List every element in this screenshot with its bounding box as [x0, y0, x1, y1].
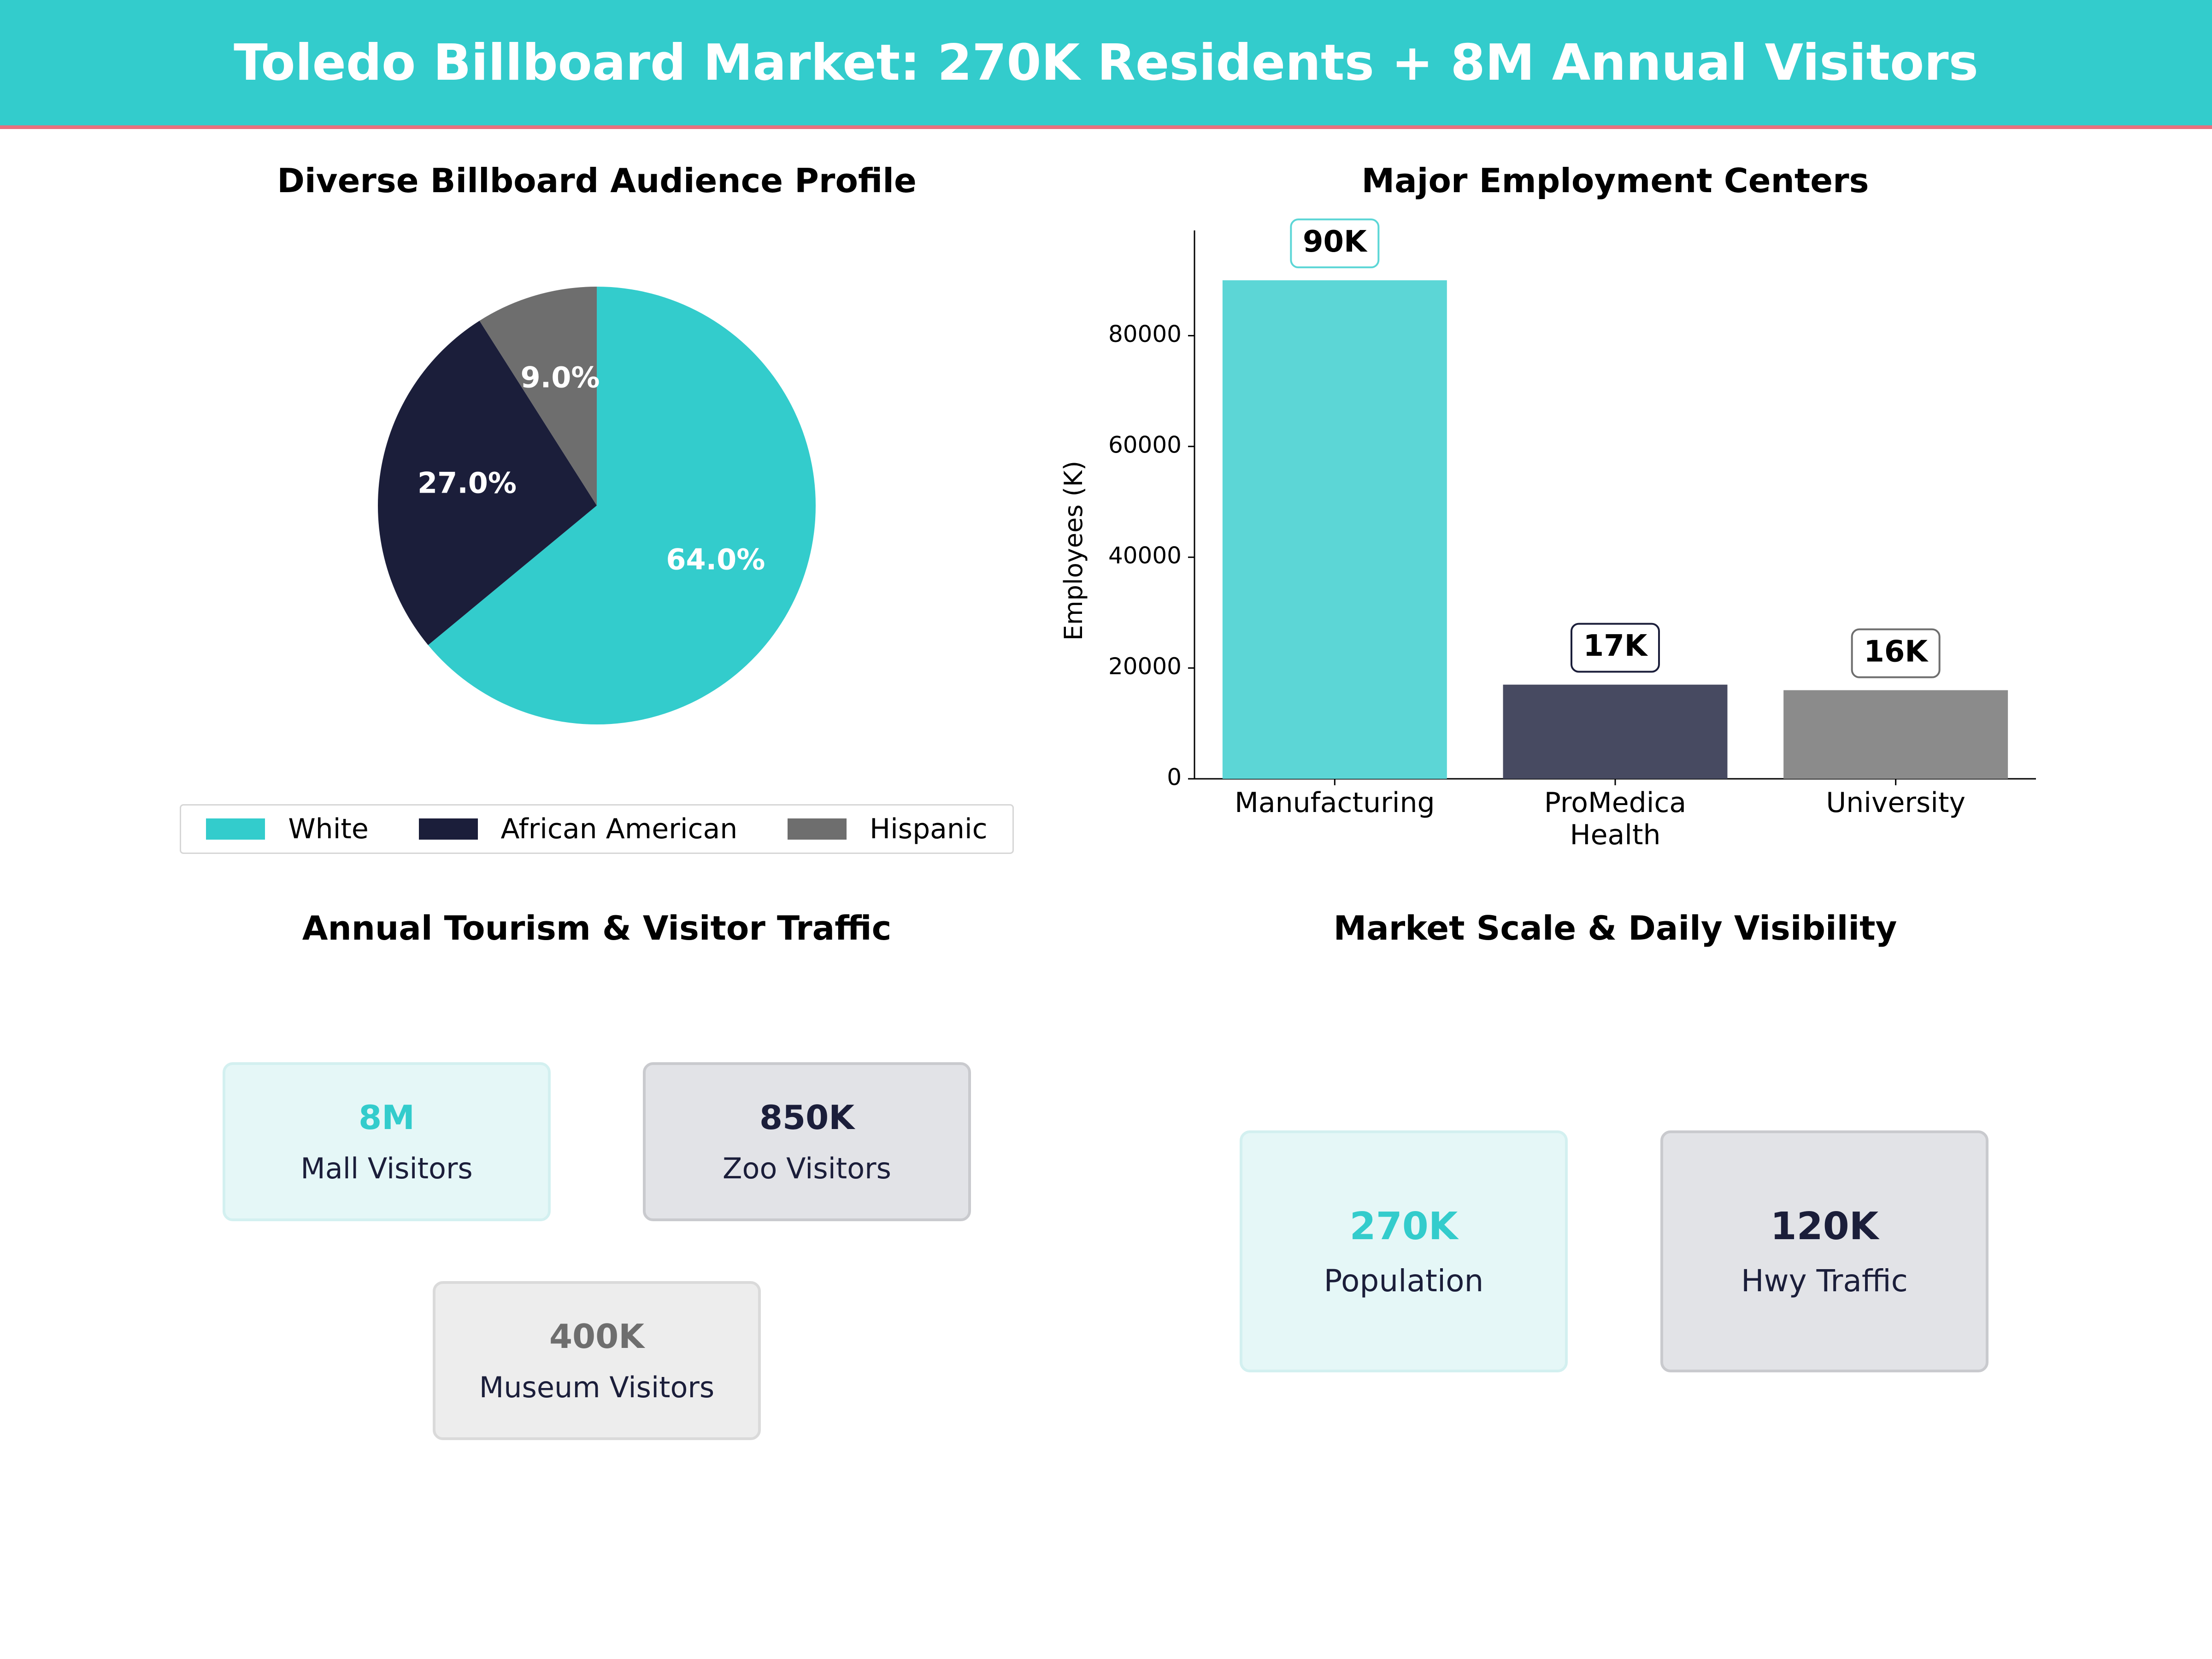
employment-bar-chart: 0 20000 40000 60000 80000 Employees (K) Manufa… [1059, 218, 2036, 851]
pie-legend: White African American Hispanic [180, 804, 1014, 854]
y-tick-label: 60000 [1108, 431, 1182, 458]
y-tick-label: 0 [1167, 764, 1182, 791]
bar-chart-title: Major Employment Centers [1361, 161, 1869, 200]
bar-value-label: 90K [1303, 225, 1368, 259]
pie-value-label: 27.0% [418, 466, 517, 500]
legend-swatch-hispanic [788, 818, 847, 840]
y-tick-label: 20000 [1108, 653, 1182, 680]
bar-university [1783, 690, 2008, 779]
stat-value: 400K [549, 1317, 645, 1356]
stat-label: Population [1324, 1263, 1484, 1299]
legend-swatch-african-american [418, 818, 478, 840]
stat-card-hwy-traffic: 120K Hwy Traffic [1660, 1130, 1988, 1372]
bar-value-box [1290, 218, 1380, 269]
legend-entry-white: White [206, 813, 369, 845]
bar-manufacturing [1222, 280, 1447, 779]
stat-label: Mall Visitors [300, 1152, 473, 1185]
stat-value: 270K [1349, 1204, 1458, 1248]
tourism-title: Annual Tourism & Visitor Traffic [302, 909, 892, 947]
y-axis-label: Employees (K) [1059, 461, 1088, 641]
audience-pie-chart: 64.0% 27.0% 9.0% [378, 287, 816, 724]
stat-label: Hwy Traffic [1741, 1263, 1908, 1299]
x-tick-label: Manufacturing [1235, 787, 1435, 819]
page-title: Toledo Billboard Market: 270K Residents … [234, 34, 1978, 92]
stat-value: 850K [759, 1098, 855, 1137]
market-title: Market Scale & Daily Visibility [1333, 909, 1897, 947]
pie-chart-title: Diverse Billboard Audience Profile [277, 161, 917, 200]
legend-label: White [288, 813, 369, 845]
stat-label: Zoo Visitors [723, 1152, 891, 1185]
stat-card-mall-visitors: 8M Mall Visitors [223, 1062, 551, 1221]
bar-value-box [1571, 623, 1660, 673]
legend-entry-african-american: African American [418, 813, 738, 845]
pie-value-label: 64.0% [666, 542, 765, 576]
pie-slice-white [428, 287, 816, 724]
header-banner: Toledo Billboard Market: 270K Residents … [0, 0, 2212, 129]
legend-entry-hispanic: Hispanic [788, 813, 988, 845]
legend-label: Hispanic [870, 813, 988, 845]
pie-value-label: 9.0% [521, 360, 600, 394]
stat-label: Museum Visitors [479, 1371, 715, 1404]
pie-slice-hispanic [479, 287, 597, 506]
stat-card-zoo-visitors: 850K Zoo Visitors [643, 1062, 971, 1221]
bar-value-box [1851, 628, 1941, 678]
legend-swatch-white [206, 818, 265, 840]
stat-card-population: 270K Population [1240, 1130, 1568, 1372]
x-tick-label: University [1826, 787, 1965, 819]
y-tick-label: 80000 [1108, 321, 1182, 347]
bar-promedica [1503, 684, 1728, 779]
stat-value: 120K [1770, 1204, 1879, 1248]
legend-label: African American [500, 813, 738, 845]
y-tick-label: 40000 [1108, 542, 1182, 569]
bar-value-label: 16K [1864, 635, 1929, 669]
pie-slice-african-american [378, 320, 597, 645]
stat-card-museum-visitors: 400K Museum Visitors [433, 1281, 761, 1440]
stat-value: 8M [359, 1098, 415, 1137]
x-tick-label: ProMedica Health [1544, 787, 1686, 851]
bar-value-label: 17K [1583, 629, 1648, 663]
